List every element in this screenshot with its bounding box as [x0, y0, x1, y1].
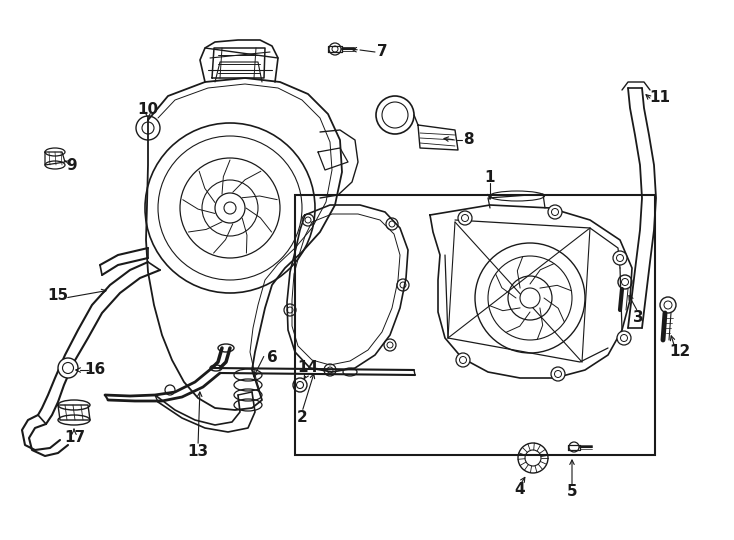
Circle shape — [520, 288, 540, 308]
Text: 1: 1 — [484, 171, 495, 186]
Circle shape — [456, 353, 470, 367]
Circle shape — [458, 211, 472, 225]
Text: 4: 4 — [515, 483, 526, 497]
Text: 12: 12 — [669, 345, 691, 360]
Circle shape — [548, 205, 562, 219]
Circle shape — [617, 331, 631, 345]
Text: 11: 11 — [650, 91, 670, 105]
Text: 13: 13 — [187, 444, 208, 460]
Text: 2: 2 — [297, 410, 308, 426]
Circle shape — [613, 251, 627, 265]
Text: 7: 7 — [377, 44, 388, 59]
Text: 8: 8 — [462, 132, 473, 147]
Text: 3: 3 — [633, 310, 643, 326]
Text: 10: 10 — [137, 103, 159, 118]
Text: 9: 9 — [67, 158, 77, 172]
Text: 17: 17 — [65, 430, 86, 445]
Text: 5: 5 — [567, 484, 578, 500]
Text: 15: 15 — [48, 287, 68, 302]
Text: 6: 6 — [266, 350, 277, 366]
Circle shape — [58, 358, 78, 378]
Bar — [295, 195, 655, 455]
Circle shape — [224, 202, 236, 214]
Text: 16: 16 — [84, 362, 106, 377]
Text: 14: 14 — [297, 361, 319, 375]
Circle shape — [551, 367, 565, 381]
